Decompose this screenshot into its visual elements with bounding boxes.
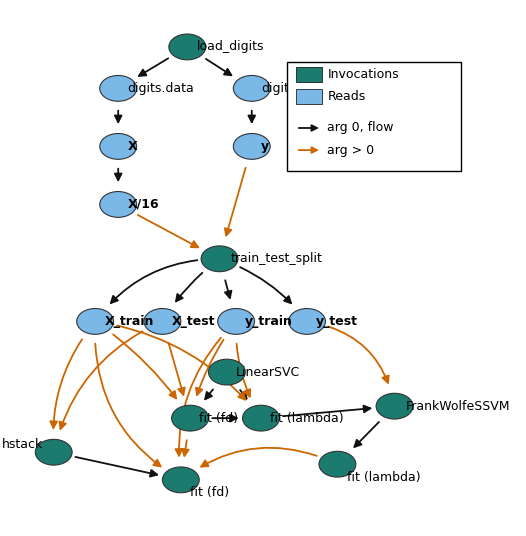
FancyBboxPatch shape xyxy=(296,67,322,82)
Text: Invocations: Invocations xyxy=(327,68,399,81)
Ellipse shape xyxy=(77,309,114,334)
Text: digits.data: digits.data xyxy=(127,82,194,95)
FancyBboxPatch shape xyxy=(287,62,461,172)
Text: LinearSVC: LinearSVC xyxy=(236,366,300,378)
Text: X/16: X/16 xyxy=(127,198,159,211)
Ellipse shape xyxy=(35,440,72,465)
Ellipse shape xyxy=(376,393,413,419)
Ellipse shape xyxy=(242,405,279,431)
Text: arg 0, flow: arg 0, flow xyxy=(327,122,394,135)
Ellipse shape xyxy=(163,467,199,493)
Text: X_test: X_test xyxy=(171,315,215,328)
Ellipse shape xyxy=(234,76,270,101)
Text: X_train: X_train xyxy=(104,315,154,328)
Text: Reads: Reads xyxy=(327,90,366,103)
Text: X: X xyxy=(127,140,137,153)
Text: y: y xyxy=(261,140,269,153)
Text: hstack: hstack xyxy=(2,438,43,451)
Ellipse shape xyxy=(169,34,206,60)
Ellipse shape xyxy=(100,76,137,101)
Ellipse shape xyxy=(208,359,245,385)
Text: fit (fd): fit (fd) xyxy=(190,486,229,499)
Text: y_train: y_train xyxy=(245,315,293,328)
Ellipse shape xyxy=(234,133,270,159)
FancyBboxPatch shape xyxy=(296,90,322,104)
Text: arg > 0: arg > 0 xyxy=(327,144,375,157)
Text: fit (lambda): fit (lambda) xyxy=(347,471,420,483)
Text: load_digits: load_digits xyxy=(197,40,264,54)
Text: digits.target: digits.target xyxy=(261,82,338,95)
Ellipse shape xyxy=(100,191,137,217)
Text: y_test: y_test xyxy=(316,315,358,328)
Ellipse shape xyxy=(171,405,208,431)
Text: FrankWolfeSSVM: FrankWolfeSSVM xyxy=(406,400,510,413)
Ellipse shape xyxy=(144,309,181,334)
Text: fit (fd): fit (fd) xyxy=(199,412,238,425)
Ellipse shape xyxy=(319,451,356,477)
Ellipse shape xyxy=(201,246,238,272)
Ellipse shape xyxy=(289,309,326,334)
Ellipse shape xyxy=(100,133,137,159)
Text: fit (lambda): fit (lambda) xyxy=(270,412,344,425)
Ellipse shape xyxy=(218,309,255,334)
Text: train_test_split: train_test_split xyxy=(230,252,322,265)
